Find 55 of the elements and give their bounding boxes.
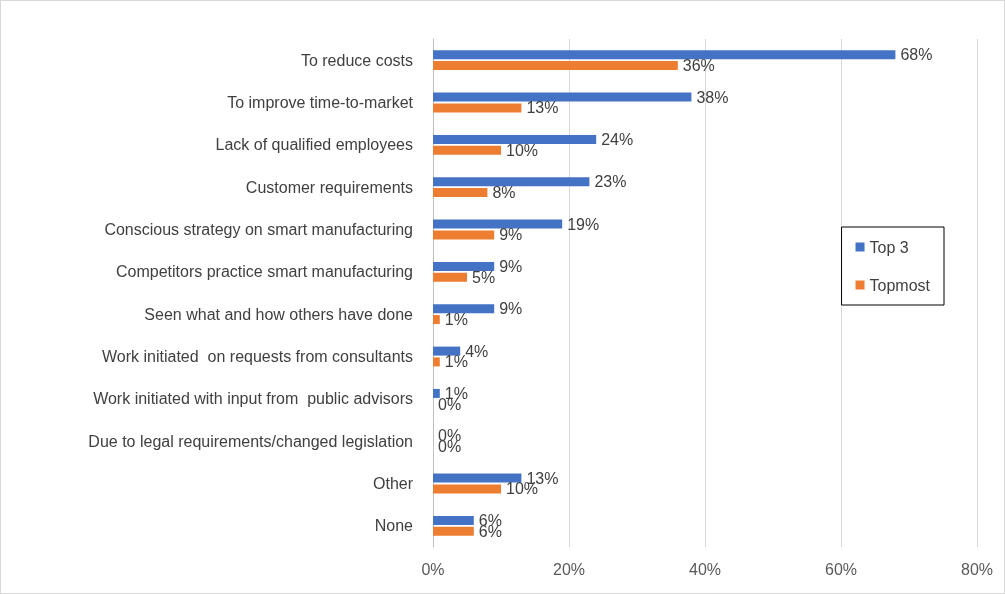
data-label: 9% [499, 257, 523, 275]
data-label: 19% [567, 215, 600, 233]
data-label: 24% [601, 130, 634, 148]
data-label: 36% [682, 57, 715, 75]
data-label: 8% [492, 184, 516, 202]
y-tick-label: Seen what and how others have done [144, 305, 414, 323]
y-tick-label: Competitors practice smart manufacturing [116, 263, 413, 281]
x-tick-label: 60% [824, 560, 858, 578]
bar [433, 145, 501, 155]
y-tick-label: Conscious strategy on smart manufacturing [104, 221, 413, 238]
bar [433, 388, 440, 398]
bar [433, 272, 467, 282]
legend-label: Top 3 [869, 238, 909, 256]
y-tick-label: Work initiated with input from public advisors [93, 390, 413, 408]
x-tick-label: 40% [688, 560, 722, 578]
bar [433, 134, 597, 144]
data-label: 13% [526, 99, 559, 117]
x-tick-label: 0% [421, 560, 445, 578]
bar [433, 92, 692, 102]
bar [433, 515, 474, 525]
bar [433, 315, 440, 325]
bar [433, 230, 495, 240]
y-tick-label: None [374, 517, 414, 535]
data-label: 38% [696, 88, 729, 106]
legend-label: Topmost [869, 276, 931, 294]
x-tick-label: 20% [552, 560, 586, 578]
bar [433, 177, 590, 187]
data-label: 23% [594, 173, 627, 191]
y-tick-label: Customer requirements [245, 178, 413, 196]
bar [433, 61, 678, 71]
bar [433, 473, 522, 483]
y-tick-label: Due to legal requirements/changed legislation [88, 432, 413, 450]
x-tick-label: 80% [960, 560, 994, 578]
bar [433, 484, 501, 494]
data-label: 68% [900, 46, 933, 64]
data-label: 5% [472, 268, 496, 286]
y-tick-label: Other [372, 475, 414, 492]
data-label: 9% [499, 226, 523, 244]
data-label: 4% [465, 342, 489, 360]
y-tick-label: Work initiated on requests from consultants [102, 348, 413, 365]
y-tick-label: Lack of qualified employees [215, 136, 413, 154]
bar [433, 103, 522, 113]
bar [433, 526, 474, 536]
bar [433, 346, 461, 356]
data-label: 9% [499, 300, 523, 318]
bar [433, 357, 440, 367]
bar [433, 261, 495, 271]
bar [433, 304, 495, 314]
bar [433, 219, 563, 229]
bar [433, 188, 488, 198]
data-label: 1% [444, 311, 468, 329]
bar [433, 50, 896, 60]
data-label: 10% [506, 141, 539, 159]
y-tick-label: To improve time-to-market [227, 94, 414, 111]
y-tick-label: To reduce costs [300, 51, 413, 69]
